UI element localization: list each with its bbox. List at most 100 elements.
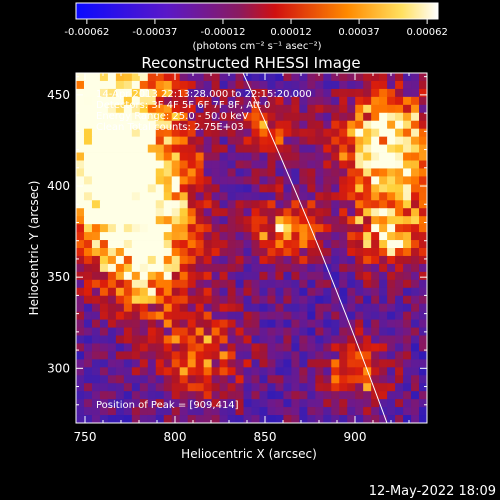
heatmap-cell xyxy=(179,383,189,392)
heatmap-cell xyxy=(323,311,332,320)
heatmap-cell xyxy=(275,415,284,423)
heatmap-cell xyxy=(387,303,396,313)
heatmap-cell xyxy=(379,104,388,114)
heatmap-cell xyxy=(219,271,228,281)
heatmap-cell xyxy=(371,303,380,313)
heatmap-cell xyxy=(363,255,372,265)
heatmap-cell xyxy=(275,160,284,169)
heatmap-cell xyxy=(283,351,292,360)
heatmap-cell xyxy=(283,327,292,336)
heatmap-cell xyxy=(379,279,388,289)
heatmap-cell xyxy=(147,128,157,138)
heatmap-cell xyxy=(76,200,85,209)
heatmap-cell xyxy=(291,399,300,408)
heatmap-cell xyxy=(259,263,268,273)
heatmap-cell xyxy=(99,343,109,352)
heatmap-cell xyxy=(411,208,420,217)
heatmap-cell xyxy=(283,200,292,209)
heatmap-cell xyxy=(179,136,189,145)
heatmap-cell xyxy=(371,248,380,257)
heatmap-cell xyxy=(379,359,388,368)
heatmap-cell xyxy=(203,112,213,122)
heatmap-cell xyxy=(307,96,316,106)
heatmap-cell xyxy=(251,335,260,344)
heatmap-cell xyxy=(83,160,93,169)
plot-frame xyxy=(75,72,428,424)
heatmap-cell xyxy=(219,415,228,423)
heatmap-cell xyxy=(99,263,109,273)
heatmap-cell xyxy=(259,224,268,233)
y-tick-label: 350 xyxy=(47,270,70,284)
heatmap-cell xyxy=(315,184,324,193)
heatmap-cell xyxy=(147,415,157,423)
heatmap-cell xyxy=(395,224,404,233)
heatmap-cell xyxy=(371,383,380,392)
heatmap-cell xyxy=(339,343,348,352)
y-tick-label: 450 xyxy=(47,88,70,102)
heatmap-cell xyxy=(419,335,427,344)
heatmap-cell xyxy=(147,391,157,400)
heatmap-cell xyxy=(259,200,268,209)
heatmap-cell xyxy=(259,216,268,225)
heatmap-cell xyxy=(307,327,316,336)
heatmap-cell xyxy=(179,335,189,344)
heatmap-cell xyxy=(83,399,93,408)
heatmap-cell xyxy=(291,303,300,313)
heatmap-cell xyxy=(283,216,292,225)
heatmap-cell xyxy=(259,295,268,305)
heatmap-cell xyxy=(371,255,380,265)
heatmap-cell xyxy=(171,176,181,185)
heatmap-cell xyxy=(291,112,300,122)
heatmap-cell xyxy=(259,176,268,185)
heatmap-cell xyxy=(387,383,396,392)
heatmap-cell xyxy=(347,367,356,376)
heatmap-cell xyxy=(155,208,165,217)
heatmap-cell xyxy=(179,327,189,336)
heatmap-cell xyxy=(115,160,125,169)
heatmap-cell xyxy=(139,287,149,297)
heatmap-cell xyxy=(331,407,340,416)
heatmap-cell xyxy=(371,208,380,217)
heatmap-cell xyxy=(267,136,276,145)
heatmap-cell xyxy=(123,96,133,106)
heatmap-cell xyxy=(283,287,292,297)
heatmap-cell xyxy=(179,73,189,82)
heatmap-cell xyxy=(243,120,252,130)
heatmap-cell xyxy=(355,367,364,376)
heatmap-cell xyxy=(243,391,252,400)
heatmap-cell xyxy=(315,96,324,106)
heatmap-cell xyxy=(203,287,213,297)
heatmap-cell xyxy=(91,319,101,328)
heatmap-cell xyxy=(76,248,85,257)
heatmap-cell xyxy=(323,240,332,249)
heatmap-cell xyxy=(283,144,292,153)
heatmap-cell xyxy=(403,240,412,249)
heatmap-cell xyxy=(403,327,412,336)
heatmap-cell xyxy=(419,168,427,177)
heatmap-cell xyxy=(363,351,372,360)
annotation-detectors: Detectors: 3F 4F 5F 6F 7F 8F, Att 0 xyxy=(96,100,270,111)
heatmap-cell xyxy=(243,200,252,209)
heatmap-cell xyxy=(299,255,308,265)
heatmap-cell xyxy=(235,248,244,257)
heatmap-cell xyxy=(347,271,356,281)
heatmap-cell xyxy=(235,152,244,161)
heatmap-cell xyxy=(387,96,396,106)
heatmap-cell xyxy=(411,104,420,114)
heatmap-cell xyxy=(107,168,117,177)
heatmap-cell xyxy=(155,415,165,423)
heatmap-cell xyxy=(355,232,364,241)
heatmap-cell xyxy=(299,232,308,241)
heatmap-cell xyxy=(299,200,308,209)
heatmap-cell xyxy=(315,168,324,177)
heatmap-cell xyxy=(411,176,420,185)
heatmap-cell xyxy=(379,335,388,344)
heatmap-cell xyxy=(155,88,165,98)
heatmap-cell xyxy=(403,73,412,82)
heatmap-cell xyxy=(91,80,101,90)
heatmap-cell xyxy=(259,287,268,297)
heatmap-cell xyxy=(235,160,244,169)
heatmap-cell xyxy=(347,144,356,153)
heatmap-cell xyxy=(139,200,149,209)
heatmap-cell xyxy=(323,216,332,225)
